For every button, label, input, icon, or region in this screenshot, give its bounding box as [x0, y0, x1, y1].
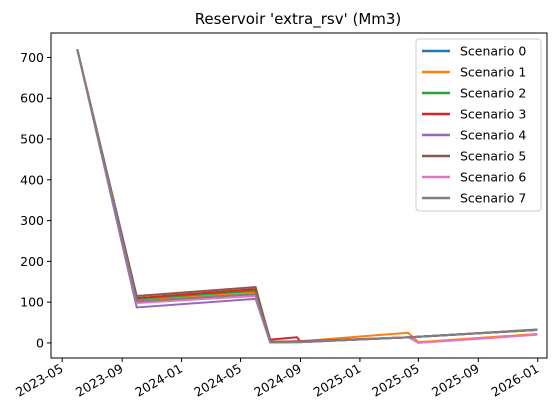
y-tick-label: 0 [36, 335, 44, 350]
chart-title: Reservoir 'extra_rsv' (Mm3) [195, 10, 402, 29]
y-tick-label: 300 [20, 213, 44, 228]
y-tick-label: 400 [20, 172, 44, 187]
x-axis: 2023-05 2023-09 2024-01 2024-05 2024-09 2025-… [13, 358, 541, 400]
y-tick-label: 700 [20, 50, 44, 65]
x-tick-label: 2025-01 [311, 361, 364, 400]
x-tick-label: 2024-09 [251, 361, 304, 400]
legend-label-7: Scenario 7 [460, 191, 526, 206]
y-tick-label: 200 [20, 254, 44, 269]
x-tick-label: 2026-01 [489, 361, 542, 400]
legend-label-4: Scenario 4 [460, 128, 526, 143]
series-line-7 [76, 49, 538, 344]
legend-label-5: Scenario 5 [460, 149, 526, 164]
x-tick-label: 2023-05 [13, 361, 66, 400]
x-tick-label: 2023-09 [73, 361, 126, 400]
y-tick-label: 600 [20, 91, 44, 106]
legend-label-6: Scenario 6 [460, 170, 526, 185]
legend-label-2: Scenario 2 [460, 86, 526, 101]
x-tick-label: 2024-01 [132, 361, 185, 400]
x-tick-label: 2025-09 [429, 361, 482, 400]
legend: Scenario 0 Scenario 1 Scenario 2 Scenario 3… [415, 38, 542, 212]
series-lines [76, 49, 538, 344]
y-tick-label: 100 [20, 295, 44, 310]
y-axis: 0 100 200 300 400 500 600 700 [20, 50, 51, 350]
legend-label-1: Scenario 1 [460, 65, 526, 80]
x-tick-label: 2025-05 [369, 361, 422, 400]
legend-label-0: Scenario 0 [460, 44, 526, 59]
legend-label-3: Scenario 3 [460, 107, 526, 122]
legend-box [415, 38, 542, 212]
x-tick-label: 2024-05 [191, 361, 244, 400]
plot-frame [50, 32, 548, 359]
y-tick-label: 500 [20, 132, 44, 147]
